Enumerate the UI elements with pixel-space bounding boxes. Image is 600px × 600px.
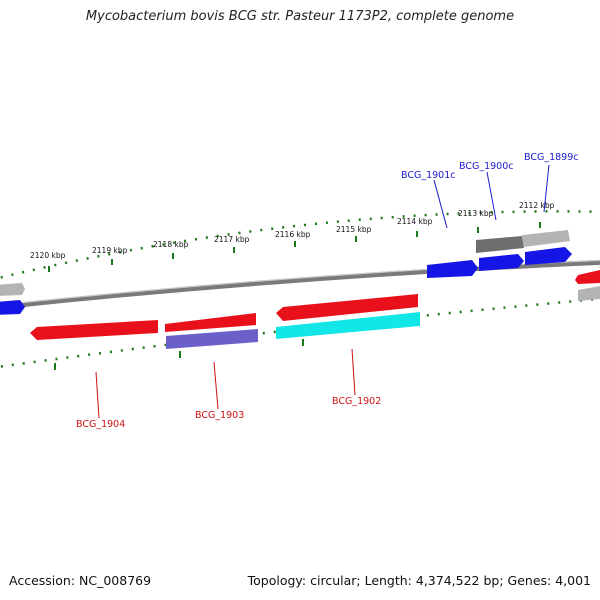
major-ticks-outer <box>48 222 541 272</box>
gene-label-bcg1899c: BCG_1899c <box>524 152 579 163</box>
scale-label: 2120 kbp <box>30 251 66 260</box>
scale-label: 2116 kbp <box>275 230 311 239</box>
gene-blue-1899c <box>525 247 572 265</box>
accession-text: Accession: NC_008769 <box>9 573 152 588</box>
gene-blue-1901c <box>427 260 478 278</box>
gene-label-bcg1904: BCG_1904 <box>76 419 125 430</box>
gene-label-bcg1901c: BCG_1901c <box>401 170 456 181</box>
gene-label-bcg1903: BCG_1903 <box>195 410 244 421</box>
scale-label: 2119 kbp <box>92 246 128 255</box>
map-title: Mycobacterium bovis BCG str. Pasteur 117… <box>85 9 515 24</box>
major-ticks-inner <box>54 339 304 370</box>
gene-label-bcg1902: BCG_1902 <box>332 396 381 407</box>
gene-darkgrey <box>476 236 524 253</box>
gene-cyan-1902 <box>276 312 420 339</box>
gene-grey-right <box>578 286 600 301</box>
gene-label-bcg1900c: BCG_1900c <box>459 161 514 172</box>
gene-grey-left <box>0 283 25 296</box>
scale-label: 2114 kbp <box>397 217 433 226</box>
scale-label: 2113 kbp <box>458 209 494 218</box>
gene-red-right <box>575 270 600 284</box>
topology-text: Topology: circular; Length: 4,374,522 bp… <box>247 573 591 588</box>
gene-red-1903 <box>165 313 256 332</box>
outer-scale-track <box>0 210 600 279</box>
gene-blue-left <box>0 300 25 315</box>
scale-label: 2117 kbp <box>214 235 250 244</box>
scale-label: 2112 kbp <box>519 201 555 210</box>
gene-purple-1903 <box>166 329 258 349</box>
scale-label: 2115 kbp <box>336 225 372 234</box>
scale-label: 2118 kbp <box>153 240 189 249</box>
gene-red-1904 <box>30 320 158 340</box>
gene-lightgrey <box>522 230 570 247</box>
gene-blue-1900c <box>479 254 524 271</box>
gene-red-1902 <box>276 294 418 321</box>
genome-backbone <box>0 259 600 310</box>
